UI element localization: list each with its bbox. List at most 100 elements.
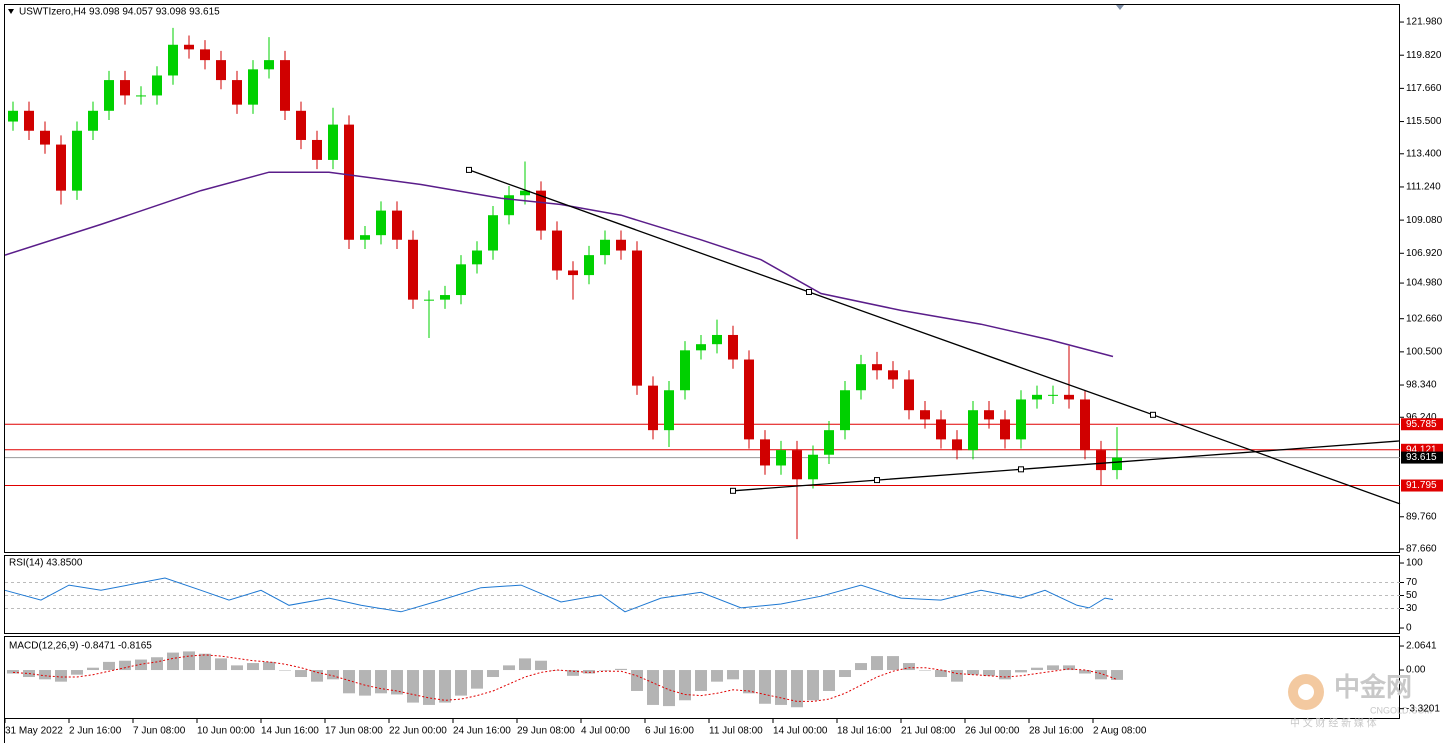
rsi-panel xyxy=(4,555,1400,634)
macd-bar xyxy=(215,658,227,671)
candle-body xyxy=(488,215,498,251)
macd-bar xyxy=(103,661,115,671)
macd-bar xyxy=(615,668,627,671)
macd-bar xyxy=(71,670,83,675)
price-level-label: 95.785 xyxy=(1406,419,1437,430)
rsi-line xyxy=(4,577,1114,613)
x-tick-label: 21 Jul 08:00 xyxy=(901,726,956,737)
brand: 中金网 xyxy=(1334,672,1412,702)
main-title: USWTIzero,H4 93.098 94.057 93.098 93.615 xyxy=(19,7,220,18)
macd-bar xyxy=(599,670,611,671)
macd-bar xyxy=(711,670,723,682)
x-tick-label: 11 Jul 08:00 xyxy=(709,726,763,737)
macd-bar xyxy=(663,670,675,707)
candle-body xyxy=(248,69,258,105)
y-tick-label: 70 xyxy=(1406,577,1418,588)
macd-bar xyxy=(167,652,179,671)
candle-body xyxy=(952,439,962,451)
candle-body xyxy=(424,299,434,301)
macd-bar xyxy=(807,670,819,701)
trendline-anchor xyxy=(730,487,736,494)
x-tick-label: 17 Jun 08:00 xyxy=(325,726,383,737)
macd-bar xyxy=(695,670,707,691)
candle-body xyxy=(728,334,738,360)
macd-bar xyxy=(55,670,67,682)
candle-body xyxy=(1032,394,1042,400)
candle-body xyxy=(568,270,578,276)
candle-body xyxy=(216,60,226,81)
candle-body xyxy=(344,124,354,240)
macd-bar xyxy=(839,670,851,678)
macd-bar xyxy=(487,670,499,678)
candle-body xyxy=(696,344,706,351)
rsi-title: RSI(14) 43.8500 xyxy=(9,558,83,569)
candle-body xyxy=(8,110,18,122)
symbol-menu[interactable] xyxy=(8,9,14,14)
price-level-tag xyxy=(1401,418,1443,431)
candle-body xyxy=(520,190,530,196)
x-tick-label: 18 Jul 16:00 xyxy=(837,726,892,737)
y-tick-label: 50 xyxy=(1406,590,1418,601)
macd-bar xyxy=(983,670,995,676)
macd-bar xyxy=(199,653,211,671)
candle-body xyxy=(552,230,562,271)
y-tick-label: 89.760 xyxy=(1406,511,1437,522)
x-tick-label: 2 Jun 16:00 xyxy=(69,726,122,737)
x-tick-label: 29 Jun 08:00 xyxy=(517,726,575,737)
y-tick-label: 98.340 xyxy=(1406,380,1437,391)
macd-bar xyxy=(247,663,259,671)
macd-title: MACD(12,26,9) -0.8471 -0.8165 xyxy=(9,641,152,652)
candle-body xyxy=(600,239,610,256)
candle-body xyxy=(920,410,930,420)
x-tick-label: 28 Jul 16:00 xyxy=(1029,726,1084,737)
x-tick-label: 14 Jun 16:00 xyxy=(261,726,319,737)
candle-body xyxy=(504,195,514,216)
y-tick-label: 96.240 xyxy=(1406,412,1437,423)
macd-bar xyxy=(1015,670,1027,673)
shift-marker xyxy=(1116,5,1124,10)
macd-bar xyxy=(951,670,963,682)
candle-body xyxy=(264,60,274,70)
candle-body xyxy=(856,364,866,391)
x-tick-label: 14 Jul 00:00 xyxy=(773,726,828,737)
x-tick-label: 6 Jul 16:00 xyxy=(645,726,694,737)
candle-body xyxy=(1016,399,1026,440)
macd-bar xyxy=(919,670,931,671)
macd-bar xyxy=(375,670,387,694)
candle-body xyxy=(392,210,402,240)
y-tick-label: 100 xyxy=(1406,558,1423,569)
candle-body xyxy=(232,80,242,105)
x-tick-label: 26 Jul 00:00 xyxy=(965,726,1020,737)
candle-body xyxy=(472,250,482,265)
candle-body xyxy=(136,95,146,97)
candle-body xyxy=(56,144,66,191)
macd-bar xyxy=(967,670,979,675)
candle-body xyxy=(1096,450,1106,471)
price-level-label: 94.121 xyxy=(1406,444,1437,455)
macd-bar xyxy=(231,665,243,671)
candle-body xyxy=(904,379,914,411)
macd-bar xyxy=(935,670,947,678)
macd-bar xyxy=(743,670,755,694)
price-level-label: 91.795 xyxy=(1406,480,1437,491)
macd-bar xyxy=(119,660,131,671)
candle-body xyxy=(584,255,594,276)
macd-bar xyxy=(791,670,803,708)
candle-body xyxy=(984,410,994,420)
macd-bar xyxy=(151,657,163,671)
macd-bar xyxy=(727,670,739,680)
candle-body xyxy=(120,80,130,96)
candle-body xyxy=(200,49,210,61)
y-tick-label: 111.240 xyxy=(1406,182,1441,193)
macd-bar xyxy=(423,670,435,705)
candle-body xyxy=(328,124,338,160)
candle-body xyxy=(72,130,82,191)
main-panel xyxy=(4,4,1400,553)
macd-bar xyxy=(775,670,787,705)
candle-body xyxy=(40,130,50,145)
macd-bar xyxy=(263,661,275,671)
moving-average xyxy=(4,171,1114,358)
candle-body xyxy=(88,110,98,131)
candle-body xyxy=(776,450,786,466)
